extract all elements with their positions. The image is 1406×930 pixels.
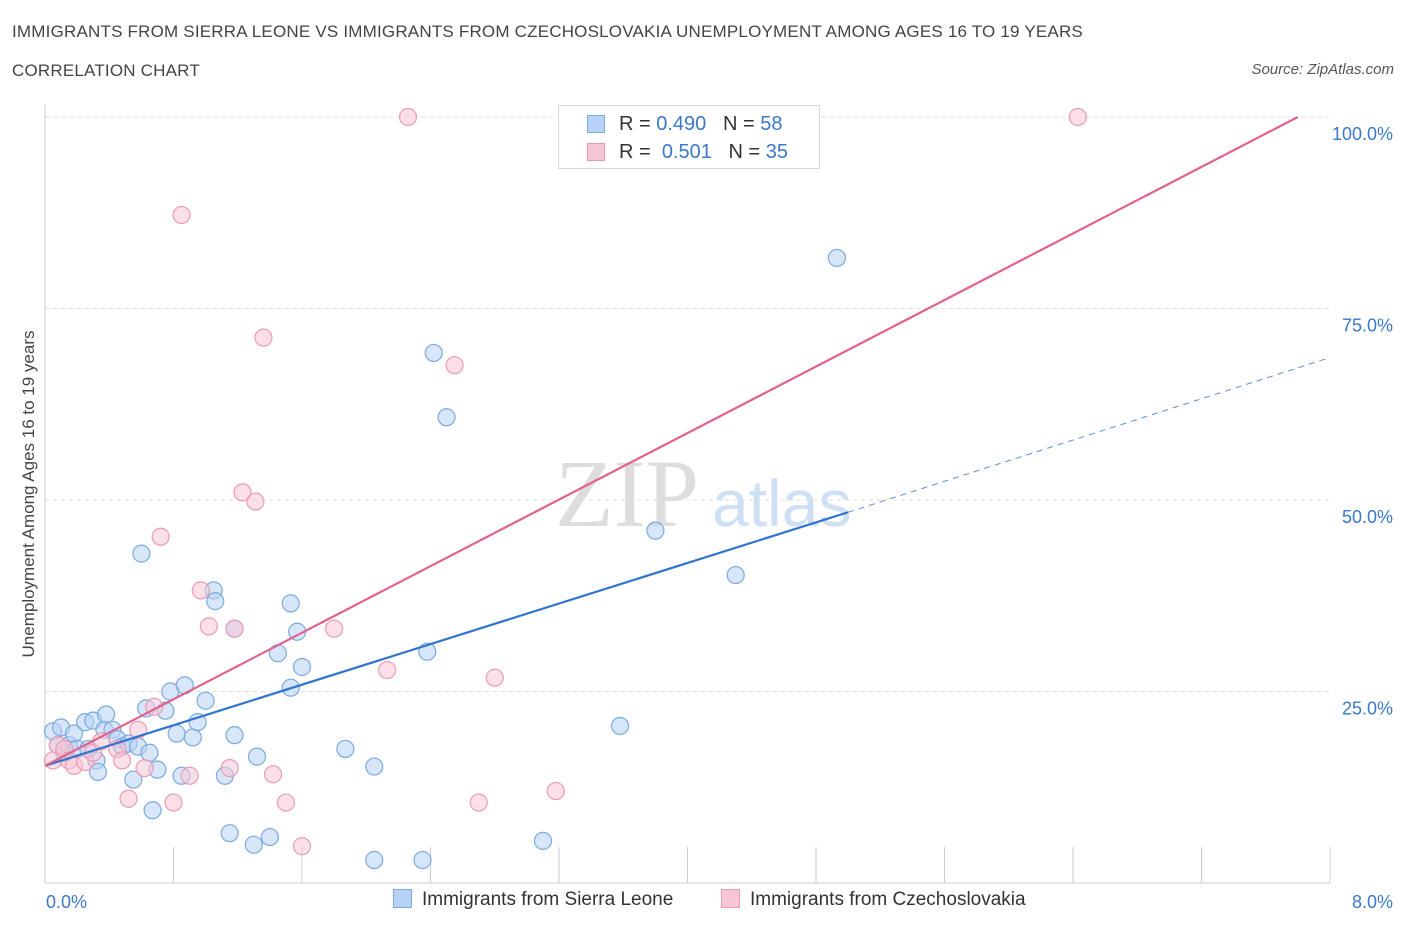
point-sierra-leone [610,716,630,736]
legend-r-value-2: 0.501 [661,141,712,163]
point-czechoslovakia [119,789,138,808]
bottom-legend-sierra-leone: Immigrants from Sierra Leone [393,889,673,911]
point-sierra-leone [96,705,116,724]
y-tick-label: 75.0% [1342,316,1393,336]
y-tick-labels: 100.0% 75.0% 50.0% 25.0% [1332,124,1393,719]
trend-lines [44,116,1331,767]
point-czechoslovakia [164,793,183,812]
legend-n-value-1: 58 [760,113,783,135]
y-tick-label: 100.0% [1332,124,1393,144]
point-sierra-leone [183,728,202,747]
bottom-legend-label-czechoslovakia: Immigrants from Czechoslovakia [750,889,1026,910]
x-tick-labels: 0.0% 8.0% [46,892,1393,912]
point-czechoslovakia [135,758,154,778]
point-sierra-leone [220,824,239,843]
bottom-legend-swatch-czechoslovakia [721,889,740,908]
point-sierra-leone [132,544,151,563]
chart-subtitle: CORRELATION CHART [12,61,200,80]
point-sierra-leone [365,850,384,870]
point-sierra-leone [292,657,312,677]
legend-r-label: R = [619,141,651,163]
point-czechoslovakia [263,765,283,784]
watermark: ZIP atlas [555,440,851,547]
axis-ticks [44,847,1331,883]
legend-swatch-sierra-leone [587,115,605,133]
point-czechoslovakia [398,107,418,127]
point-czechoslovakia [469,793,488,812]
point-sierra-leone [533,831,553,850]
point-sierra-leone [206,592,225,611]
point-sierra-leone [726,565,745,585]
legend-n-value-2: 35 [765,141,789,163]
point-czechoslovakia [225,619,244,638]
point-sierra-leone [424,343,443,363]
point-sierra-leone [196,691,215,710]
grid-lines [45,116,1330,692]
point-sierra-leone [167,724,186,743]
bottom-legend-czechoslovakia: Immigrants from Czechoslovakia [721,889,1026,911]
point-sierra-leone [827,248,846,268]
point-czechoslovakia [276,793,296,812]
watermark-zip: ZIP [555,440,699,547]
point-sierra-leone [437,408,456,427]
point-sierra-leone [646,521,665,540]
point-sierra-leone [365,757,384,776]
point-sierra-leone [413,850,432,870]
point-sierra-leone [247,747,267,766]
correlation-legend: R = 0.490 N = 58 R = 0.501 N = 35 [558,105,820,169]
point-sierra-leone [281,594,300,613]
point-czechoslovakia [191,581,210,600]
point-czechoslovakia [180,766,199,785]
x-tick-label-max: 8.0% [1352,892,1393,912]
point-czechoslovakia [172,205,191,225]
bottom-legend-swatch-sierra-leone [393,889,412,908]
point-sierra-leone [124,770,143,789]
legend-r-label: R = [619,113,651,135]
y-axis-label: Unemployment Among Ages 16 to 19 years [19,331,38,658]
point-sierra-leone [88,762,108,782]
watermark-atlas: atlas [712,466,851,540]
point-czechoslovakia [254,328,273,347]
trend-line-sierra-leone-extension [847,357,1331,513]
point-czechoslovakia [246,492,265,511]
point-sierra-leone [260,827,279,847]
point-czechoslovakia [325,619,344,638]
point-czechoslovakia [112,751,132,770]
point-sierra-leone [140,743,159,762]
point-czechoslovakia [220,758,239,778]
chart-title: IMMIGRANTS FROM SIERRA LEONE VS IMMIGRAN… [12,22,1083,41]
point-czechoslovakia [445,356,464,375]
trend-line-czechoslovakia [44,116,1299,767]
point-czechoslovakia [233,483,252,502]
y-tick-label: 25.0% [1342,699,1393,719]
point-sierra-leone [336,739,355,759]
point-czechoslovakia [292,837,312,856]
point-czechoslovakia [378,660,397,680]
legend-n-label: N = [728,141,761,163]
series-czechoslovakia-points [43,107,1087,856]
point-sierra-leone [225,726,244,745]
trend-line-sierra-leone [44,511,849,767]
bottom-legend-label-sierra-leone: Immigrants from Sierra Leone [422,889,674,910]
point-sierra-leone [143,801,162,820]
x-tick-label-min: 0.0% [46,892,87,912]
point-czechoslovakia [485,668,504,687]
point-czechoslovakia [199,617,218,636]
legend-swatch-czechoslovakia [587,143,605,161]
point-czechoslovakia [151,527,170,546]
legend-n-label: N = [722,113,755,135]
legend-r-value-1: 0.490 [656,113,707,135]
source-label: Source: ZipAtlas.com [1251,61,1394,78]
point-sierra-leone [244,835,263,854]
y-tick-label: 50.0% [1342,507,1393,527]
point-czechoslovakia [546,781,565,801]
point-czechoslovakia [1068,107,1087,127]
